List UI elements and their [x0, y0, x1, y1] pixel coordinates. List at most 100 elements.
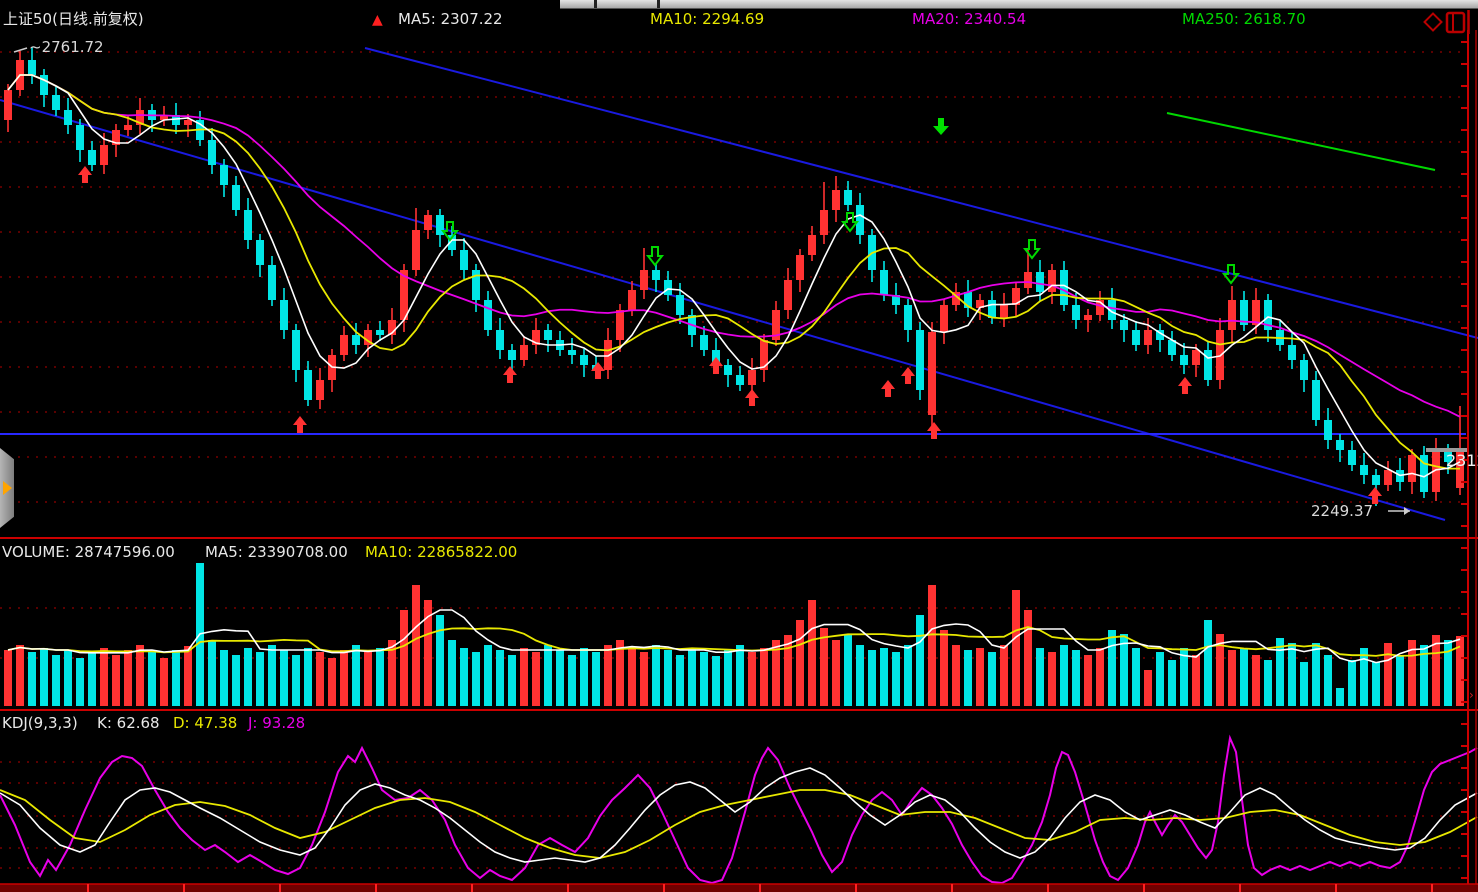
volume-ma5-value: MA5: 23390708.00: [205, 543, 348, 561]
volume-bar: [784, 635, 792, 706]
candle: [1360, 453, 1368, 484]
ma250-line: [1166, 112, 1436, 171]
volume-bar: [796, 620, 804, 706]
volume-bar: [1444, 640, 1452, 706]
volume-bar: [988, 652, 996, 706]
volume-bar: [1180, 648, 1188, 706]
volume-bar: [1084, 655, 1092, 706]
candle: [604, 328, 612, 379]
volume-bar: [52, 655, 60, 706]
sell-arrow-hollow-icon: [1221, 264, 1241, 285]
candle: [664, 271, 672, 301]
candle: [136, 98, 144, 134]
volume-bar: [388, 640, 396, 706]
candle: [412, 208, 420, 276]
volume-bar: [1228, 650, 1236, 706]
volume-bar: [172, 650, 180, 706]
volume-bar: [1168, 660, 1176, 706]
candle: [748, 358, 756, 394]
volume-bar: [712, 656, 720, 706]
volume-bar: [1348, 660, 1356, 706]
last-price-label: 2312: [1446, 451, 1478, 470]
volume-bar: [496, 650, 504, 706]
volume-bar: [832, 640, 840, 706]
volume-bar: [436, 615, 444, 706]
volume-bar: [1012, 590, 1020, 706]
candle: [904, 299, 912, 342]
volume-ma10-line: [7, 626, 1461, 657]
kdj-j-line: [0, 734, 1478, 885]
volume-bar: [472, 652, 480, 706]
volume-ma10-value: MA10: 22865822.00: [365, 543, 518, 561]
candle: [808, 226, 816, 261]
high-pointer: [13, 47, 28, 53]
titlebar-icons: [1423, 10, 1470, 34]
volume-bar: [160, 658, 168, 706]
volume-bar: [40, 648, 48, 706]
candle: [76, 119, 84, 162]
candle: [16, 51, 24, 96]
candle: [544, 324, 552, 352]
candle: [1336, 434, 1344, 462]
volume-bar: [928, 585, 936, 706]
sell-arrow-hollow-icon: [645, 246, 665, 267]
candle: [1048, 264, 1056, 304]
candle: [280, 288, 288, 339]
blue-trendline: [0, 99, 1446, 521]
candle: [424, 210, 432, 239]
annotations: [13, 47, 1468, 515]
candle: [256, 234, 264, 277]
ma10-line: [7, 74, 1460, 470]
volume-bar: [76, 658, 84, 706]
volume-bar: [304, 648, 312, 706]
volume-bar: [1396, 655, 1404, 706]
candle: [1000, 293, 1008, 327]
volume-bar: [616, 640, 624, 706]
volume-bar: [1108, 630, 1116, 706]
volume-bar: [292, 655, 300, 706]
candle: [376, 321, 384, 341]
volume-bar: [1060, 645, 1068, 706]
candle: [988, 291, 996, 324]
volume-bar: [352, 645, 360, 706]
volume-bar: [484, 645, 492, 706]
candle: [208, 128, 216, 174]
volume-bar: [820, 628, 828, 706]
scroll-right-icon[interactable]: ›: [1469, 688, 1474, 702]
candle: [352, 323, 360, 354]
volume-bar: [904, 645, 912, 706]
candle: [940, 299, 948, 344]
buy-arrow-icon: [1368, 487, 1382, 504]
candle: [304, 361, 312, 406]
volume-bar: [268, 645, 276, 706]
candle: [1168, 331, 1176, 361]
volume-bar: [88, 653, 96, 706]
candle: [1384, 461, 1392, 491]
diamond-icon[interactable]: [1423, 12, 1443, 32]
candle: [928, 322, 936, 426]
volume-bar: [580, 648, 588, 706]
candle: [1324, 408, 1332, 449]
split-window-icon[interactable]: [1445, 11, 1466, 34]
frame-layer: [0, 30, 1478, 892]
candle: [292, 324, 300, 382]
kdj-indicator-name: KDJ(9,3,3): [2, 714, 78, 732]
volume-bar: [184, 646, 192, 706]
symbol-title: 上证50(日线.前复权): [3, 10, 144, 28]
kdj-k-value: K: 62.68: [97, 714, 160, 732]
buy-arrow-icon: [881, 380, 895, 397]
volume-bar: [916, 615, 924, 706]
sidebar-expand-handle[interactable]: [0, 448, 14, 528]
expand-right-icon: [3, 481, 12, 495]
candle: [1084, 309, 1092, 332]
candle: [28, 47, 36, 84]
candle: [40, 69, 48, 107]
sell-arrow-solid-icon: [933, 118, 949, 135]
volume-bar: [700, 652, 708, 706]
candle: [460, 238, 468, 279]
buy-arrow-icon: [591, 362, 605, 379]
volume-bar: [952, 645, 960, 706]
volume-bar: [316, 652, 324, 706]
strip-notch: [594, 0, 597, 8]
